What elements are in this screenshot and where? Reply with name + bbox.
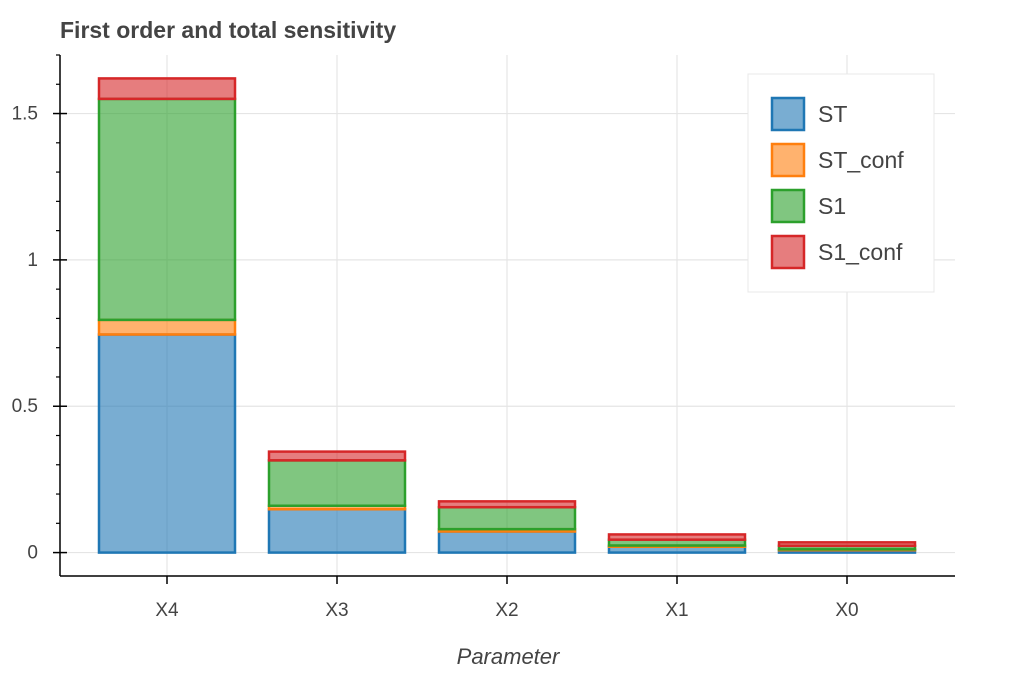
bar-s1-conf-x0: [777, 541, 917, 548]
bar-st-x3: [267, 508, 407, 554]
x-tick-label: X1: [665, 600, 688, 621]
chart-title: First order and total sensitivity: [60, 17, 396, 43]
x-tick-label: X4: [155, 600, 179, 621]
y-tick-label: 1.5: [12, 104, 38, 125]
legend-swatch-s1: [770, 188, 806, 224]
tick-labels: 0 0.5 1 1.5 X4 X3 X2 X1 X0: [12, 104, 859, 621]
legend-label-s1: S1: [818, 193, 846, 219]
legend-label-s1-conf: S1_conf: [818, 239, 903, 265]
bar-st-conf-x4: [97, 318, 237, 336]
bar-st-x4: [97, 333, 237, 554]
bar-s1-x4: [97, 97, 237, 322]
bar-s1-conf-x2: [437, 500, 577, 509]
bars-layer: [97, 77, 917, 554]
bar-s1-conf-x1: [607, 533, 747, 541]
bar-s1-conf-x4: [97, 77, 237, 101]
y-tick-label: 1: [27, 250, 38, 271]
x-tick-label: X3: [325, 600, 348, 621]
bar-st-x2: [437, 530, 577, 554]
x-tick-label: X2: [495, 600, 518, 621]
axes-layer: [53, 54, 955, 584]
bar-s1-conf-x3: [267, 450, 407, 462]
bar-s1-x2: [437, 505, 577, 531]
bar-s1-x3: [267, 459, 407, 508]
x-axis-label: Parameter: [457, 644, 561, 669]
legend: ST ST_conf S1 S1_conf: [747, 73, 935, 293]
legend-label-st: ST: [818, 101, 847, 127]
legend-swatch-st-conf: [770, 142, 806, 178]
legend-swatch-s1-conf: [770, 234, 806, 270]
y-tick-label: 0: [27, 543, 38, 564]
legend-swatch-st: [770, 96, 806, 132]
legend-label-st-conf: ST_conf: [818, 147, 904, 173]
x-tick-label: X0: [835, 600, 858, 621]
y-tick-label: 0.5: [12, 396, 38, 417]
